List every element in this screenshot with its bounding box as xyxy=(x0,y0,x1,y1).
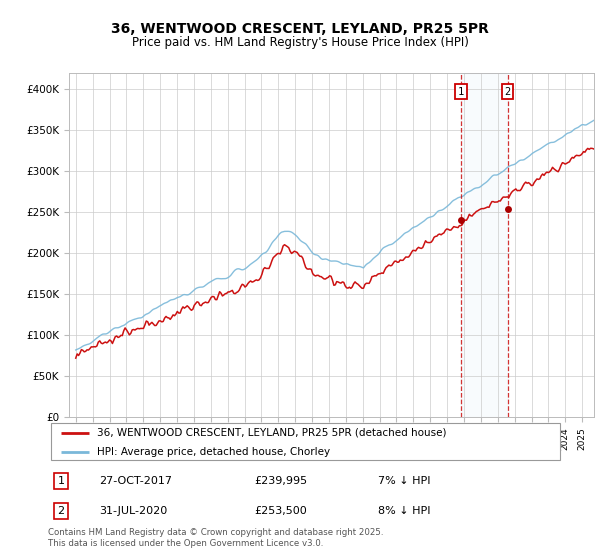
Text: 36, WENTWOOD CRESCENT, LEYLAND, PR25 5PR (detached house): 36, WENTWOOD CRESCENT, LEYLAND, PR25 5PR… xyxy=(97,428,446,437)
Text: Contains HM Land Registry data © Crown copyright and database right 2025.
This d: Contains HM Land Registry data © Crown c… xyxy=(48,528,383,548)
Text: 1: 1 xyxy=(58,475,64,486)
Text: 8% ↓ HPI: 8% ↓ HPI xyxy=(378,506,431,516)
Text: 1: 1 xyxy=(458,87,464,97)
Bar xyxy=(461,73,508,417)
Text: Price paid vs. HM Land Registry's House Price Index (HPI): Price paid vs. HM Land Registry's House … xyxy=(131,36,469,49)
FancyBboxPatch shape xyxy=(50,423,560,460)
Text: 27-OCT-2017: 27-OCT-2017 xyxy=(100,475,173,486)
Text: 2: 2 xyxy=(505,87,511,97)
Text: £239,995: £239,995 xyxy=(254,475,308,486)
Text: 2: 2 xyxy=(58,506,64,516)
Text: 36, WENTWOOD CRESCENT, LEYLAND, PR25 5PR: 36, WENTWOOD CRESCENT, LEYLAND, PR25 5PR xyxy=(111,22,489,36)
Text: 31-JUL-2020: 31-JUL-2020 xyxy=(100,506,168,516)
Text: HPI: Average price, detached house, Chorley: HPI: Average price, detached house, Chor… xyxy=(97,447,330,457)
Text: 7% ↓ HPI: 7% ↓ HPI xyxy=(378,475,431,486)
Text: £253,500: £253,500 xyxy=(254,506,307,516)
